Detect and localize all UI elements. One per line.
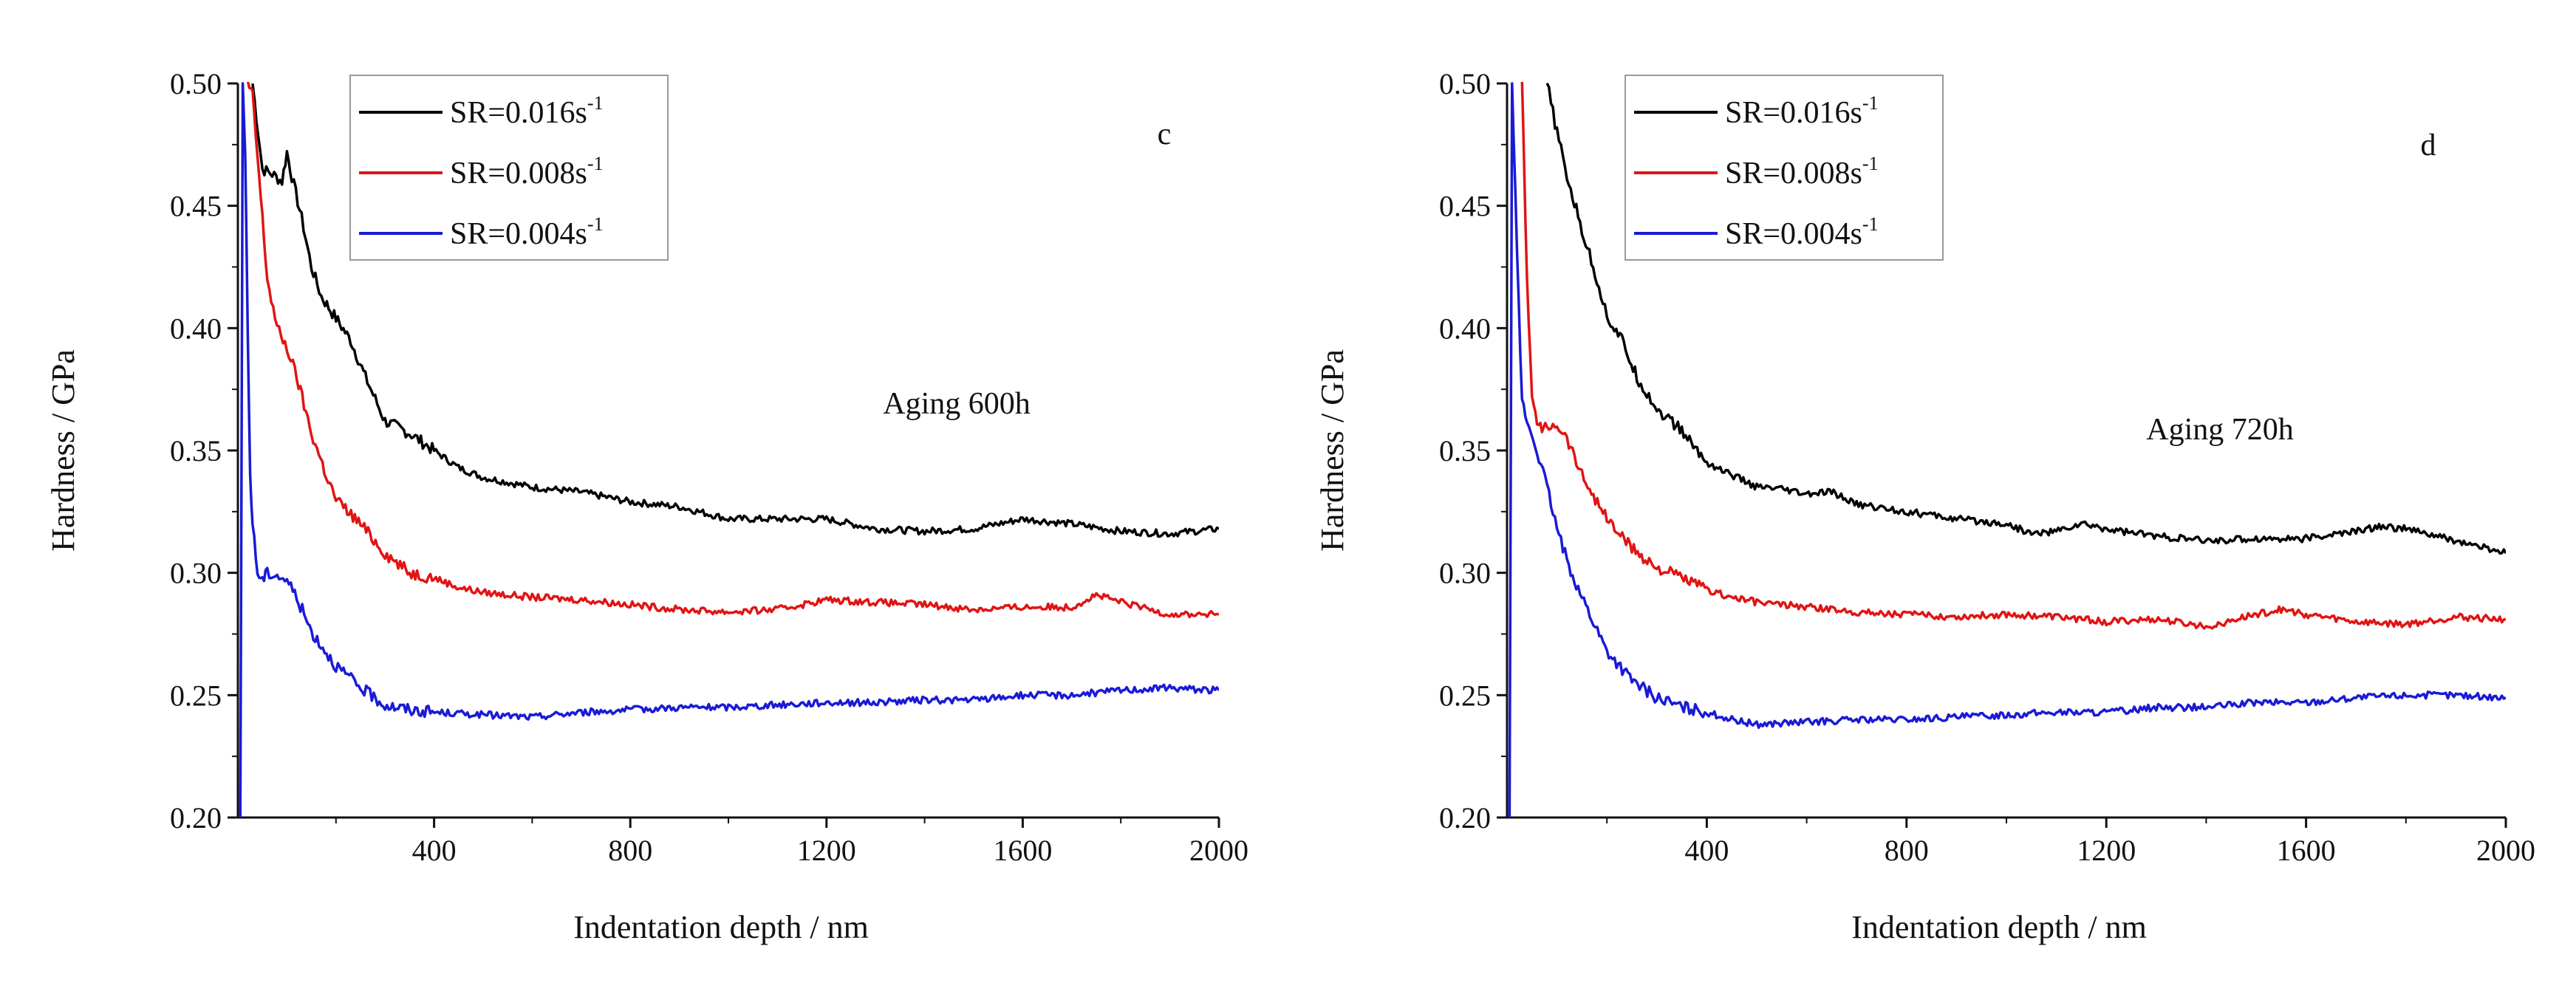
legend: SR=0.016s-1SR=0.008s-1SR=0.004s-1 xyxy=(1624,75,1944,261)
legend-label-text: SR=0.008s xyxy=(450,157,587,191)
legend-label-text: SR=0.008s xyxy=(1725,157,1862,191)
series-line-1 xyxy=(251,83,1219,538)
y-tick-label: 0.40 xyxy=(1439,312,1491,345)
y-tick-label: 0.25 xyxy=(1439,679,1491,712)
x-tick-label: 1200 xyxy=(797,834,856,867)
y-tick-label: 0.45 xyxy=(170,190,222,223)
legend-label-superscript: -1 xyxy=(587,92,604,114)
legend-label-3: SR=0.004s-1 xyxy=(450,213,604,251)
y-axis-title: Hardness / GPa xyxy=(1314,349,1350,552)
y-tick-label: 0.30 xyxy=(170,557,222,590)
legend-label-superscript: -1 xyxy=(1862,92,1879,114)
series-line-1 xyxy=(1545,82,2506,555)
series-line-3 xyxy=(1508,82,2506,818)
x-tick-label: 2000 xyxy=(2476,834,2535,867)
series-group xyxy=(239,82,1219,818)
chart-panel-c: 0.20 0.25 0.30 0.35 0.40 0.45 0.50 400 800 1200 16… xyxy=(45,67,1248,945)
legend-label-1: SR=0.016s-1 xyxy=(1725,92,1879,130)
x-tick-label: 800 xyxy=(608,834,652,867)
legend-box xyxy=(349,75,669,261)
x-tick-label: 1200 xyxy=(2077,834,2136,867)
legend-label-2: SR=0.008s-1 xyxy=(1725,153,1879,191)
panel-letter: d xyxy=(2421,128,2436,162)
y-tick-label: 0.20 xyxy=(1439,801,1491,834)
legend-label-text: SR=0.016s xyxy=(450,96,587,130)
legend-label-text: SR=0.004s xyxy=(450,217,587,251)
y-tick-label: 0.50 xyxy=(1439,67,1491,100)
y-tick-label: 0.45 xyxy=(1439,190,1491,223)
x-axis-title: Indentation depth / nm xyxy=(573,909,869,945)
series-line-2 xyxy=(246,82,1219,619)
y-tick-label: 0.30 xyxy=(1439,557,1491,590)
legend: SR=0.016s-1SR=0.008s-1SR=0.004s-1 xyxy=(349,75,669,261)
x-tick-label: 2000 xyxy=(1189,834,1248,867)
legend-label-text: SR=0.004s xyxy=(1725,217,1862,251)
y-tick-label: 0.40 xyxy=(170,312,222,345)
chart-panel-d: 0.20 0.25 0.30 0.35 0.40 0.45 0.50 400 800 1200 16… xyxy=(1314,67,2535,945)
legend-label-superscript: -1 xyxy=(1862,213,1879,235)
legend-label-text: SR=0.016s xyxy=(1725,96,1862,130)
y-tick-label: 0.25 xyxy=(170,679,222,712)
legend-label-3: SR=0.004s-1 xyxy=(1725,213,1879,251)
legend-label-superscript: -1 xyxy=(1862,153,1879,174)
x-tick-label: 400 xyxy=(412,834,457,867)
series-group xyxy=(1508,82,2506,818)
y-axis-title: Hardness / GPa xyxy=(45,349,81,552)
legend-label-1: SR=0.016s-1 xyxy=(450,92,604,130)
legend-label-superscript: -1 xyxy=(587,153,604,174)
y-tick-label: 0.35 xyxy=(1439,434,1491,467)
aging-annotation: Aging 600h xyxy=(883,387,1031,421)
x-tick-label: 800 xyxy=(1885,834,1929,867)
x-tick-label: 400 xyxy=(1684,834,1729,867)
y-tick-label: 0.50 xyxy=(170,67,222,100)
y-tick-label: 0.35 xyxy=(170,434,222,467)
series-line-2 xyxy=(1520,82,2506,630)
x-tick-label: 1600 xyxy=(993,834,1052,867)
y-tick-label: 0.20 xyxy=(170,801,222,834)
x-axis-title: Indentation depth / nm xyxy=(1851,909,2147,945)
legend-box xyxy=(1624,75,1944,261)
legend-label-superscript: -1 xyxy=(587,213,604,235)
series-line-3 xyxy=(239,82,1219,818)
legend-label-2: SR=0.008s-1 xyxy=(450,153,604,191)
aging-annotation: Aging 720h xyxy=(2146,413,2294,447)
panel-letter: c xyxy=(1158,117,1172,151)
x-tick-label: 1600 xyxy=(2277,834,2336,867)
